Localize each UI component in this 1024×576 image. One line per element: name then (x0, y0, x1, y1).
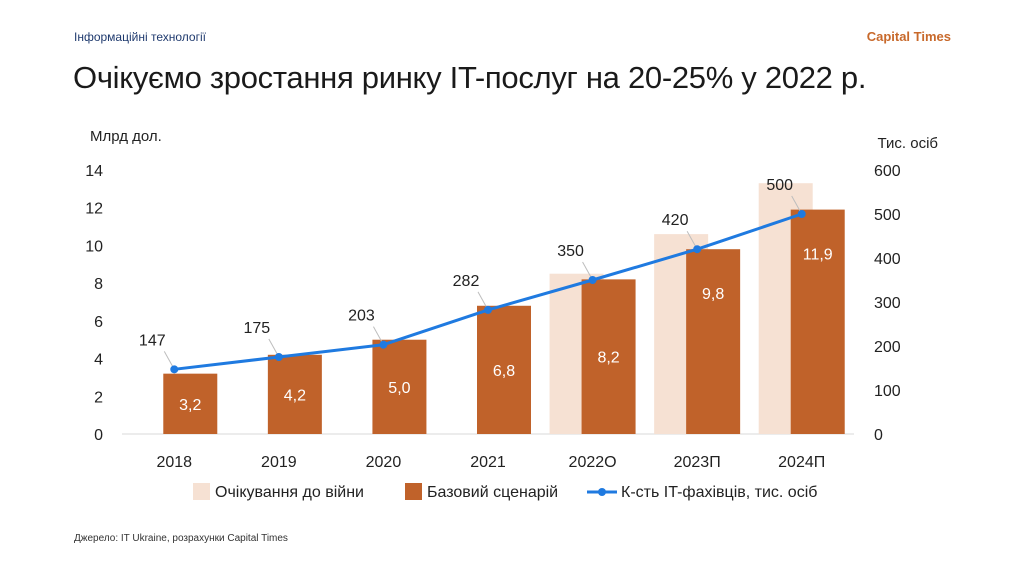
y-tick-left: 10 (85, 238, 103, 255)
y-tick-left: 12 (85, 201, 103, 218)
line-point-2019 (274, 353, 283, 361)
bar-base-label: 9,8 (702, 286, 724, 303)
combo-chart: Млрд дол. Тис. осіб 0 2 4 6 8 10 12 14 0 100 200 300 4… (85, 128, 938, 501)
bar-base-2022О (581, 279, 636, 434)
line-point-2020 (379, 340, 388, 349)
legend-label-line: К-сть IT-фахівців, тис. осіб (621, 484, 817, 501)
line-point-label: 350 (557, 243, 584, 260)
bar-base-label: 6,8 (493, 363, 515, 380)
y-axis-title-right: Тис. осіб (878, 135, 938, 152)
line-point-label: 500 (766, 177, 793, 194)
y-tick-right: 200 (874, 339, 901, 356)
line-point-label: 147 (139, 332, 166, 349)
bar-base-label: 4,2 (284, 387, 306, 404)
y-tick-left: 2 (94, 389, 103, 406)
line-point-label: 203 (348, 308, 375, 325)
bar-base-label: 8,2 (597, 350, 619, 367)
y-tick-right: 0 (874, 427, 883, 444)
y-tick-right: 600 (874, 163, 901, 180)
line-point-2024П (797, 210, 806, 218)
x-tick-label: 2024П (778, 454, 825, 471)
y-tick-right: 300 (874, 295, 901, 312)
legend-label-base: Базовий сценарій (427, 484, 558, 501)
x-tick-label: 2023П (674, 454, 721, 471)
bar-base-label: 5,0 (388, 380, 410, 397)
x-tick-label: 2020 (366, 454, 402, 471)
bar-base-2020 (372, 339, 427, 434)
bar-base-2023П (686, 249, 741, 434)
bar-base-2018 (163, 373, 218, 434)
x-tick-label: 2019 (261, 454, 297, 471)
section-label: Інформаційні технології (74, 30, 206, 44)
legend-swatch-line-marker (598, 488, 606, 496)
bar-base-label: 3,2 (179, 397, 201, 414)
y-tick-left: 0 (94, 427, 103, 444)
y-tick-left: 4 (94, 352, 103, 369)
y-tick-left: 8 (94, 276, 103, 293)
x-tick-label: 2022О (569, 454, 617, 471)
legend-swatch-expected (193, 483, 210, 500)
line-point-2022О (588, 276, 597, 284)
line-point-2023П (693, 245, 702, 254)
line-point-2021 (484, 305, 492, 314)
page-title: Очікуємо зростання ринку IT-послуг на 20… (73, 60, 867, 95)
legend-label-expected: Очікування до війни (215, 484, 364, 501)
line-point-label: 282 (453, 273, 480, 290)
x-tick-label: 2018 (156, 454, 192, 471)
line-point-label: 175 (244, 320, 271, 337)
bar-base-2024П (790, 209, 845, 434)
y-tick-left: 6 (94, 314, 103, 331)
line-point-2018 (170, 365, 179, 374)
bar-base-2019 (267, 354, 322, 434)
y-tick-left: 14 (85, 163, 103, 180)
bar-base-2021 (477, 305, 531, 434)
bar-base-label: 11,9 (803, 247, 833, 264)
source-note: Джерело: IT Ukraine, розрахунки Capital … (74, 533, 288, 544)
y-tick-right: 400 (874, 251, 901, 268)
y-tick-right: 500 (874, 207, 901, 224)
y-tick-right: 100 (874, 383, 901, 400)
x-tick-label: 2021 (470, 454, 506, 471)
line-point-label: 420 (662, 212, 689, 229)
brand-logo-text: Capital Times (866, 29, 951, 44)
legend-swatch-base (405, 483, 422, 500)
y-axis-title-left: Млрд дол. (90, 128, 162, 145)
